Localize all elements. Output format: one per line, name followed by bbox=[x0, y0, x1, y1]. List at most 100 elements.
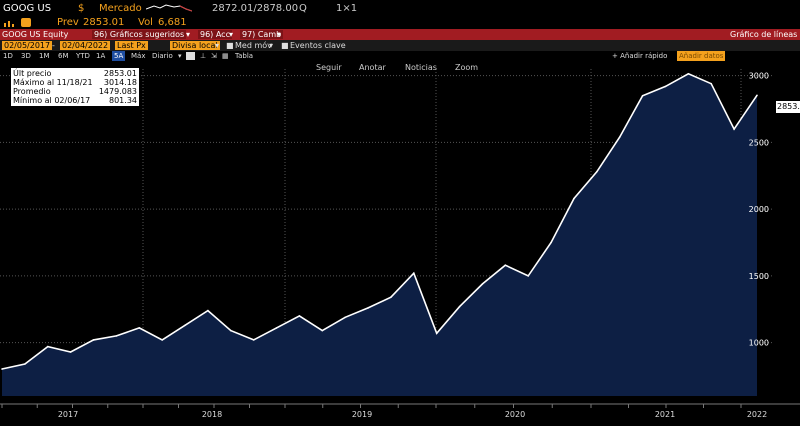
lot-size: 1×1 bbox=[336, 3, 358, 14]
quote-subheader: Prev 2853.01 Vol 6,681 bbox=[0, 16, 800, 29]
suggested-dropdown-icon[interactable]: ▾ bbox=[186, 30, 191, 39]
bid-ask-suffix: Q bbox=[299, 3, 307, 14]
legend-value-last: 2853.01 bbox=[103, 69, 137, 78]
expand-icon[interactable]: ⇲ bbox=[211, 52, 217, 60]
price-point bbox=[367, 307, 369, 309]
chart-legend: Últ precio 2853.01 Máximo al 11/18/21 30… bbox=[11, 68, 139, 106]
price-point bbox=[207, 309, 209, 312]
y-tick-label: 1000 bbox=[749, 339, 769, 348]
price-point bbox=[733, 128, 735, 130]
moving-average-label[interactable]: Med móv bbox=[235, 41, 272, 50]
frequency-select[interactable]: Diario bbox=[152, 52, 173, 60]
price-point bbox=[596, 171, 598, 173]
start-date-input[interactable]: 02/05/2017 bbox=[2, 41, 53, 50]
price-point bbox=[687, 73, 690, 75]
currency-select[interactable]: Divisa local bbox=[170, 41, 220, 50]
range-1d[interactable]: 1D bbox=[3, 52, 13, 60]
x-tick-label: 2017 bbox=[58, 410, 78, 419]
actions-menu[interactable]: 96) Acc bbox=[198, 30, 232, 39]
sparkline-icon bbox=[146, 4, 192, 12]
legend-row-last: Últ precio 2853.01 bbox=[13, 69, 137, 78]
actions-dropdown-icon[interactable]: ▾ bbox=[229, 30, 234, 39]
moving-average-dropdown-icon[interactable]: ▾ bbox=[269, 41, 274, 50]
chart-area: 1000 1500 2000 2500 3000 2017 2018 2019 2020 2021… bbox=[0, 61, 800, 426]
range-1m[interactable]: 1M bbox=[39, 52, 50, 60]
y-tick-label: 2000 bbox=[749, 205, 769, 214]
legend-label-avg: Promedio bbox=[13, 87, 51, 96]
price-point bbox=[550, 241, 552, 244]
range-3d[interactable]: 3D bbox=[21, 52, 31, 60]
follow-button[interactable]: Seguir bbox=[316, 63, 342, 72]
price-point bbox=[458, 305, 461, 308]
legend-value-max: 3014.18 bbox=[103, 78, 137, 87]
prev-label: Prev bbox=[57, 17, 79, 28]
legend-value-min: 801.34 bbox=[109, 96, 137, 105]
range-1a[interactable]: 1A bbox=[96, 52, 106, 60]
price-point bbox=[92, 339, 95, 341]
chart-type-label[interactable]: Gráfico de líneas bbox=[730, 30, 798, 39]
price-point bbox=[390, 296, 392, 298]
bid-ask: 2872.01/2878.00 bbox=[212, 3, 299, 14]
legend-row-avg: Promedio 1479.083 bbox=[13, 87, 137, 96]
price-point bbox=[435, 332, 438, 335]
y-tick-label: 1500 bbox=[749, 272, 769, 281]
suggested-charts-menu[interactable]: 96) Gráficos sugeridos bbox=[92, 30, 187, 39]
legend-row-max: Máximo al 11/18/21 3014.18 bbox=[13, 78, 137, 87]
price-point bbox=[115, 335, 118, 337]
table-button[interactable]: Tabla bbox=[235, 52, 254, 60]
price-point bbox=[161, 339, 163, 341]
price-point bbox=[641, 94, 644, 97]
add-data-input[interactable]: Añadir datos bbox=[677, 51, 726, 61]
legend-label-min: Mínimo al 02/06/17 bbox=[13, 96, 91, 105]
change-dropdown-icon[interactable]: ▾ bbox=[277, 30, 282, 39]
range-max[interactable]: Máx bbox=[131, 52, 146, 60]
range-bar: 1D 3D 1M 6M YTD 1A 5A Máx Diario ▾ ⊥ ⇲ ▦… bbox=[0, 51, 800, 61]
market-label: Mercado bbox=[99, 3, 142, 14]
news-button[interactable]: Noticias bbox=[405, 63, 437, 72]
x-tick-label: 2021 bbox=[655, 410, 675, 419]
frequency-dropdown-icon[interactable]: ▾ bbox=[178, 52, 182, 60]
currency-dropdown-icon[interactable]: ▾ bbox=[215, 41, 220, 50]
moving-average-checkbox[interactable]: ■ bbox=[226, 41, 234, 50]
line-chart-icon[interactable] bbox=[186, 52, 195, 60]
ticker[interactable]: GOOG US bbox=[3, 3, 52, 14]
price-chart: 1000 1500 2000 2500 3000 2017 2018 2019 2020 2021… bbox=[0, 69, 800, 426]
price-line bbox=[1, 72, 758, 370]
key-events-checkbox[interactable]: ■ bbox=[281, 41, 289, 50]
price-point bbox=[344, 316, 347, 319]
change-menu[interactable]: 97) Camb bbox=[240, 30, 284, 39]
x-tick-label: 2022 bbox=[747, 410, 767, 419]
price-point bbox=[24, 363, 26, 365]
y-tick-label: 3000 bbox=[749, 72, 769, 81]
key-events-label[interactable]: Eventos clave bbox=[290, 41, 346, 50]
zoom-button[interactable]: Zoom bbox=[455, 63, 479, 72]
date-separator: - bbox=[52, 41, 55, 50]
price-point bbox=[527, 275, 529, 277]
compare-icon[interactable]: ⊥ bbox=[200, 52, 207, 60]
price-point bbox=[573, 197, 575, 200]
x-tick-label: 2018 bbox=[202, 410, 222, 419]
price-point bbox=[710, 82, 712, 85]
legend-label-last: Últ precio bbox=[13, 69, 52, 78]
range-ytd[interactable]: YTD bbox=[76, 52, 90, 60]
price-area bbox=[2, 73, 757, 397]
price-field-select[interactable]: Last Px bbox=[115, 41, 148, 50]
market-status-icon bbox=[21, 18, 31, 27]
x-tick-label: 2019 bbox=[352, 410, 372, 419]
range-5a[interactable]: 5A bbox=[112, 51, 126, 61]
range-6m[interactable]: 6M bbox=[58, 52, 69, 60]
equity-label[interactable]: GOOG US Equity bbox=[2, 30, 69, 39]
price-point bbox=[69, 351, 72, 353]
price-point bbox=[47, 345, 49, 348]
legend-row-min: Mínimo al 02/06/17 801.34 bbox=[13, 96, 137, 105]
table-icon[interactable]: ▦ bbox=[222, 52, 229, 60]
prev-value: 2853.01 bbox=[83, 17, 125, 28]
price-point bbox=[252, 339, 255, 341]
add-quick-button[interactable]: + Añadir rápido bbox=[612, 52, 668, 60]
price-point bbox=[275, 327, 278, 329]
x-axis-strip bbox=[0, 402, 800, 426]
annotate-button[interactable]: Anotar bbox=[359, 63, 386, 72]
end-date-input[interactable]: 02/04/2022 bbox=[60, 41, 111, 50]
price-point bbox=[184, 324, 186, 327]
price-point bbox=[756, 94, 758, 97]
